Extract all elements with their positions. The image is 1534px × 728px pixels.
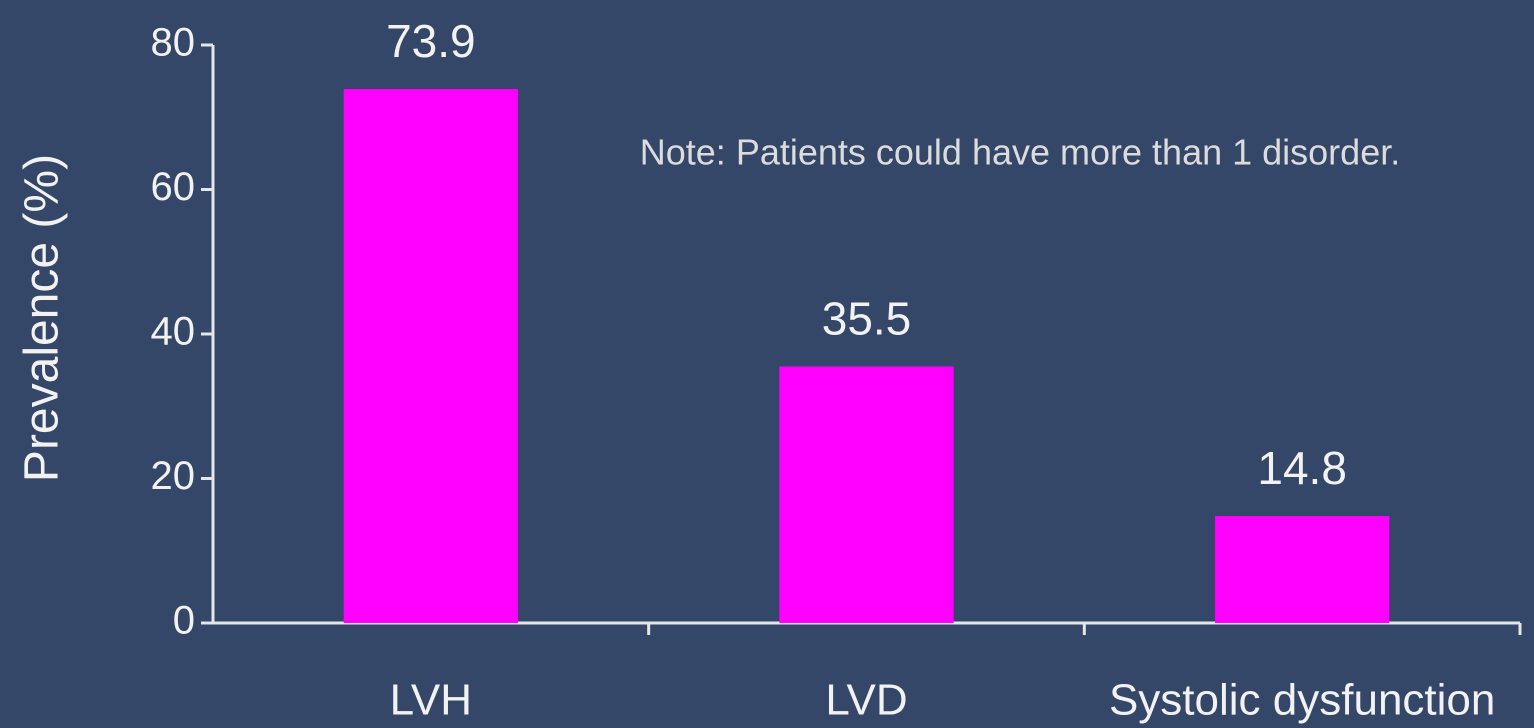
y-tick-label: 20	[151, 454, 196, 498]
x-tick-label: Systolic dysfunction	[1109, 676, 1495, 725]
annotation: Note: Patients could have more than 1 di…	[640, 132, 1400, 173]
x-tick-label: LVH	[390, 676, 472, 725]
bar	[779, 366, 954, 623]
y-tick-label: 60	[151, 165, 196, 209]
data-label: 14.8	[1257, 442, 1347, 494]
y-tick-label: 40	[151, 310, 196, 354]
bar	[343, 89, 518, 623]
y-tick-label: 0	[173, 599, 195, 643]
bar	[1215, 516, 1390, 623]
x-tick-label: LVD	[825, 676, 907, 725]
data-label: 35.5	[822, 293, 912, 345]
data-label: 73.9	[386, 15, 476, 67]
y-axis-label: Prevalence (%)	[16, 154, 69, 482]
y-tick-label: 80	[151, 21, 196, 65]
